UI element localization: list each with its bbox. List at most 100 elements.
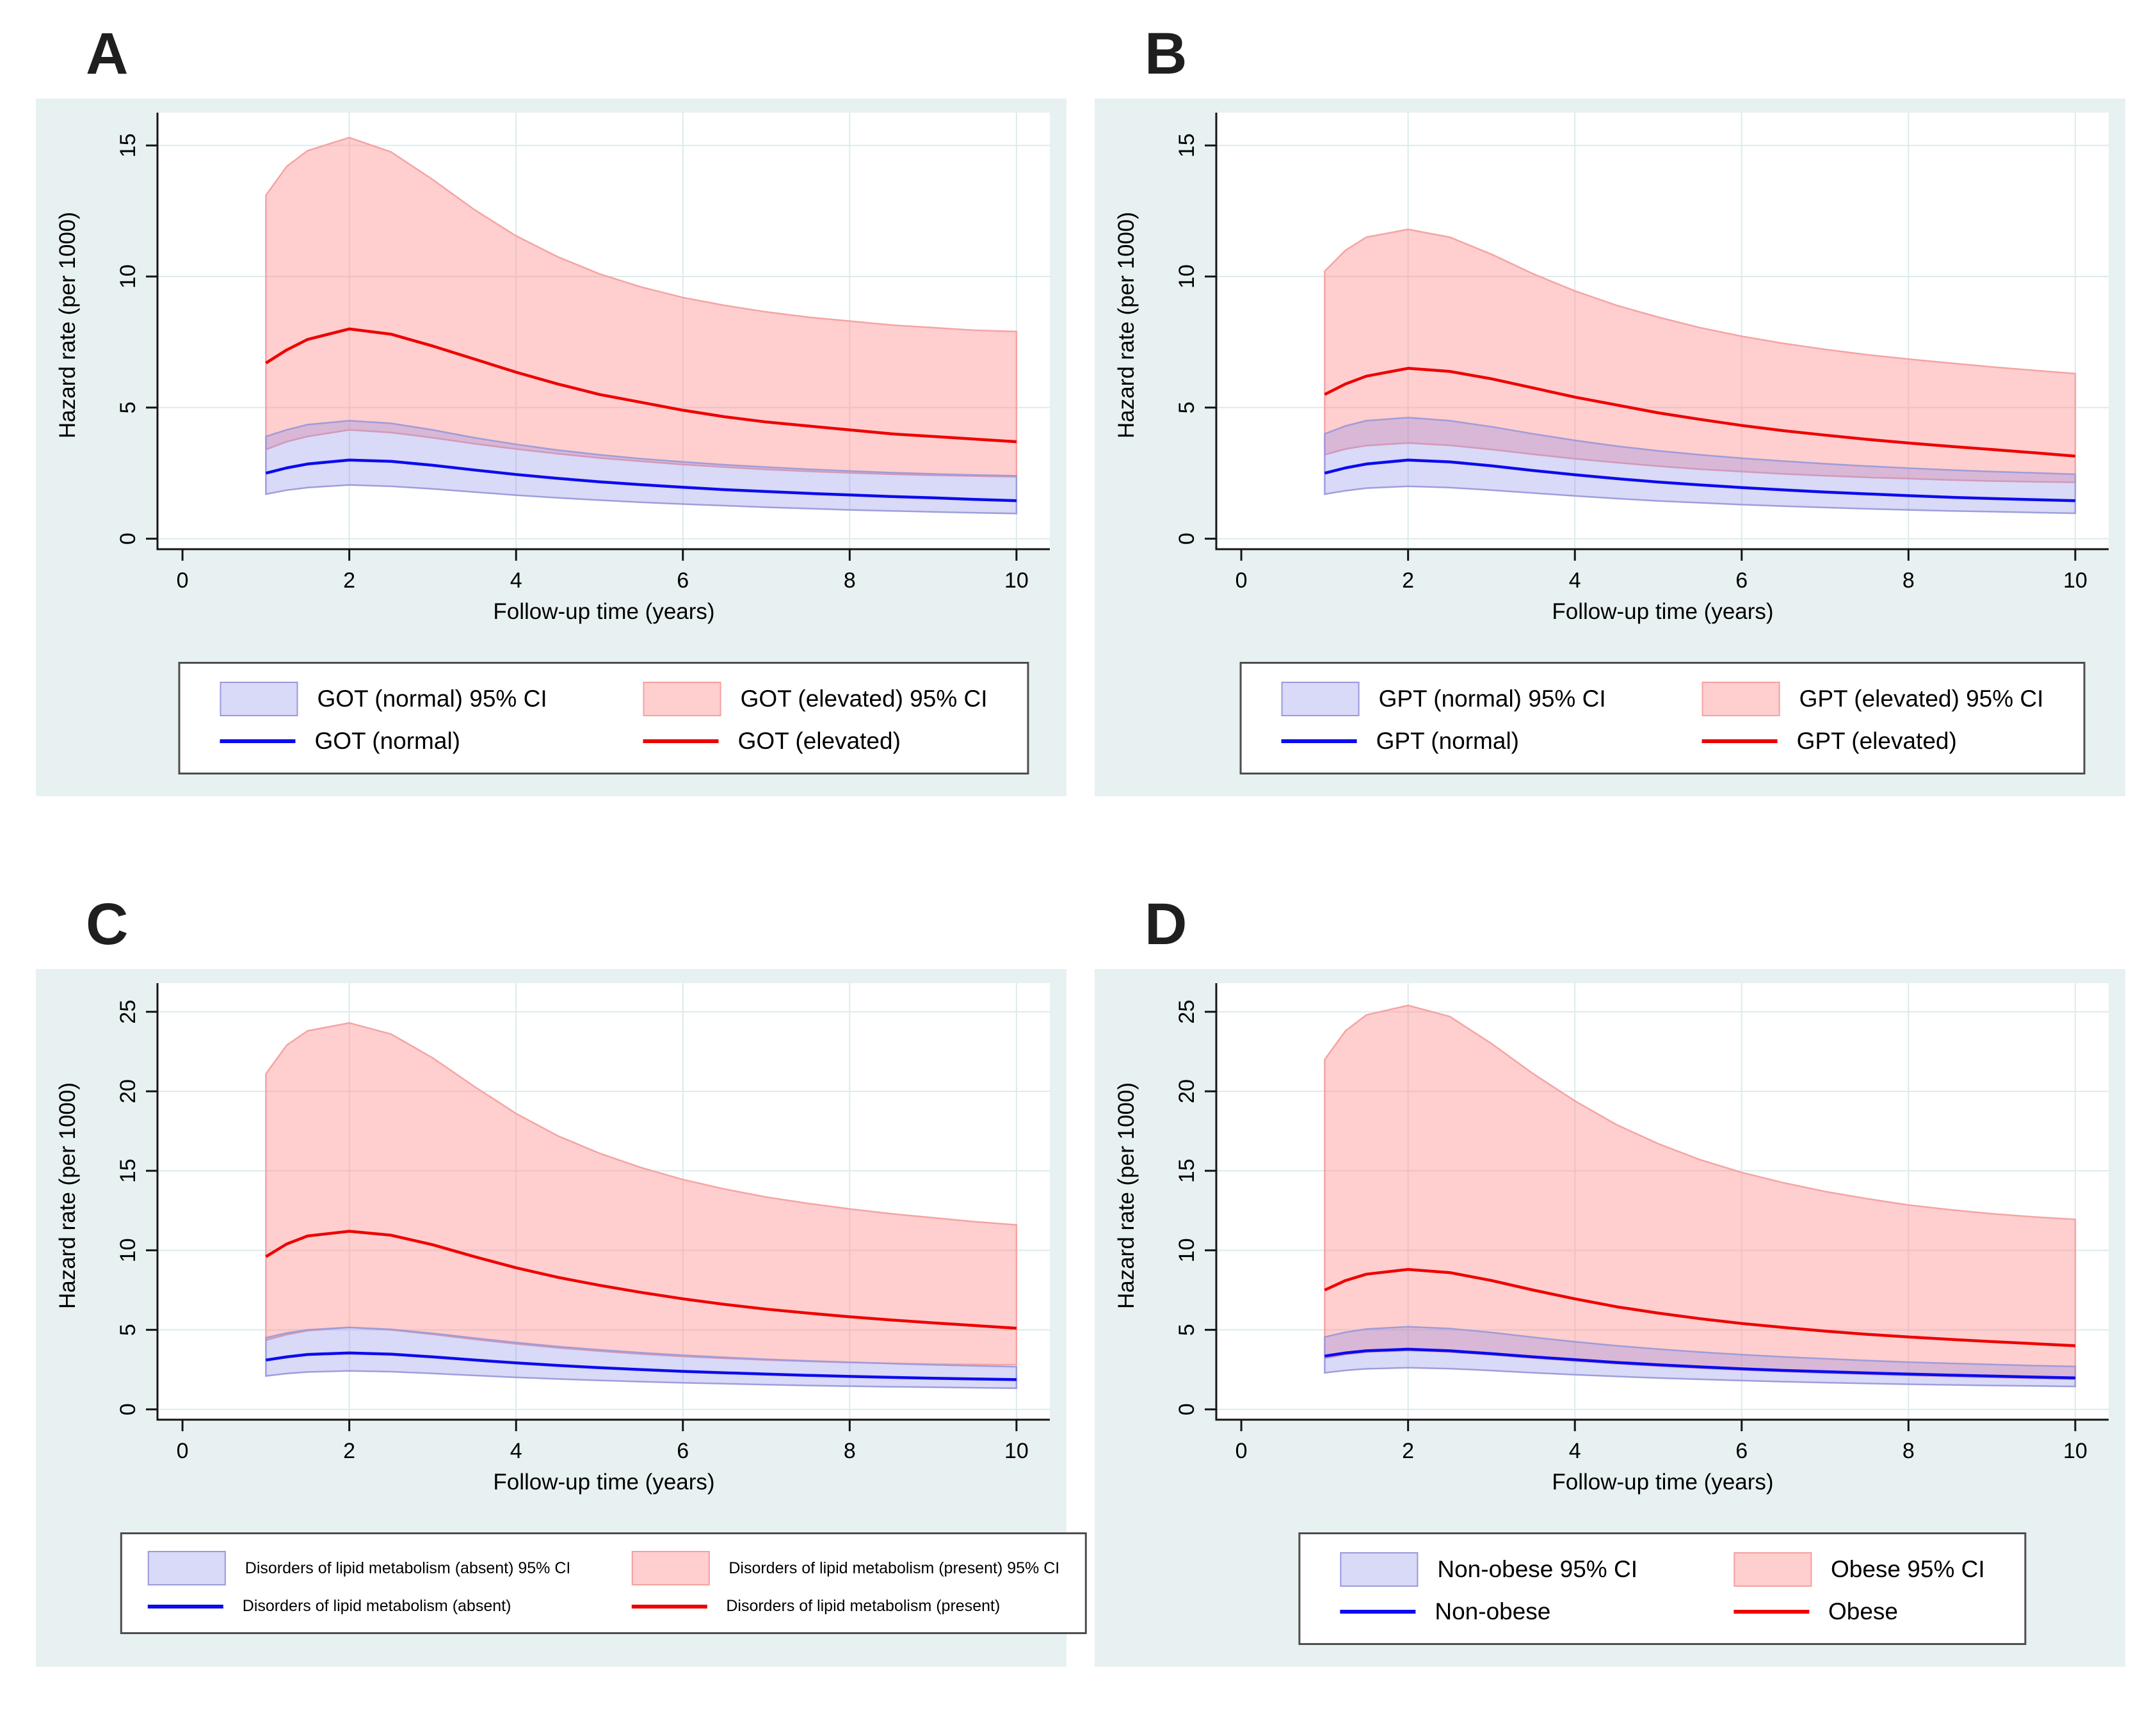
panel-c-legend: Disorders of lipid metabolism (absent) 9… (120, 1532, 1088, 1634)
panel-d-letter: D (1145, 892, 1187, 957)
panel-a-x-axis-title: Follow-up time (years) (493, 599, 715, 624)
hazard-line-blue (1324, 1347, 2075, 1379)
legend-entry-line-red: GOT (elevated) (643, 728, 988, 755)
svg-text:8: 8 (1903, 568, 1915, 593)
legend-entry-ci-red: GPT (elevated) 95% CI (1701, 682, 2044, 716)
svg-text:15: 15 (116, 133, 140, 157)
svg-text:6: 6 (677, 568, 689, 593)
svg-text:0: 0 (1175, 533, 1199, 545)
ci-band-swatch-red-icon (643, 682, 721, 716)
legend-label: Disorders of lipid metabolism (absent) (242, 1597, 511, 1615)
svg-text:4: 4 (510, 1439, 522, 1463)
svg-text:25: 25 (1175, 1000, 1199, 1024)
svg-text:10: 10 (1004, 568, 1029, 593)
svg-text:4: 4 (1569, 568, 1581, 593)
ci-band-blue (265, 1326, 1018, 1390)
svg-text:5: 5 (116, 401, 140, 413)
legend-label: Obese (1828, 1598, 1899, 1625)
line-swatch-blue-icon (220, 739, 296, 743)
panel-c-figure: Hazard rate (per 1000) 0 5 10 15 20 25 0 2 4 6 8 10… (36, 969, 1088, 1667)
svg-text:6: 6 (1735, 1439, 1748, 1463)
svg-text:25: 25 (116, 1000, 140, 1024)
legend-entry-line-red: GPT (elevated) (1701, 728, 2044, 755)
legend-entry-line-blue: GPT (normal) (1281, 728, 1606, 755)
svg-text:8: 8 (844, 1439, 856, 1463)
legend-entry-ci-red: Obese 95% CI (1733, 1552, 1985, 1587)
svg-text:15: 15 (116, 1159, 140, 1183)
legend-label: Disorders of lipid metabolism (absent) 9… (245, 1559, 571, 1577)
legend-entry-line-red: Obese (1733, 1598, 1985, 1625)
legend-label: GOT (normal) (314, 728, 460, 754)
line-swatch-red-icon (631, 1604, 707, 1609)
svg-text:0: 0 (1235, 568, 1248, 593)
panel-c-x-axis-title: Follow-up time (years) (493, 1470, 715, 1495)
svg-text:8: 8 (1903, 1439, 1915, 1463)
svg-text:0: 0 (177, 1439, 189, 1463)
legend-entry-ci-blue: Disorders of lipid metabolism (absent) 9… (147, 1551, 571, 1585)
figure-row-bottom: C Hazard rate (per 1000) 0 5 10 15 20 25 0 2 4 6 8… (36, 879, 2156, 1667)
legend-label: Disorders of lipid metabolism (present) … (728, 1559, 1060, 1577)
legend-label: GPT (normal) (1376, 728, 1519, 754)
legend-label: GPT (normal) 95% CI (1378, 686, 1606, 712)
svg-text:2: 2 (1402, 568, 1414, 593)
ci-band-swatch-blue-icon (1281, 682, 1360, 716)
svg-text:5: 5 (116, 1324, 140, 1336)
hazard-line-blue (265, 458, 1017, 502)
line-swatch-blue-icon (147, 1604, 223, 1609)
svg-text:15: 15 (1175, 133, 1199, 157)
panel-d-plot-area: 0 5 10 15 20 25 0 2 4 6 8 10 (1175, 983, 2109, 1463)
panel-b-figure: Hazard rate (per 1000) 0 5 10 15 0 2 4 6 8 10 Fol… (1095, 99, 2125, 796)
ci-band-swatch-red-icon (1701, 682, 1780, 716)
legend-label: Obese 95% CI (1830, 1556, 1985, 1582)
legend-entry-ci-blue: Non-obese 95% CI (1340, 1552, 1637, 1587)
legend-label: Disorders of lipid metabolism (present) (726, 1597, 1001, 1615)
panel-b-x-axis-title: Follow-up time (years) (1552, 599, 1774, 624)
svg-text:5: 5 (1175, 1324, 1199, 1336)
svg-text:5: 5 (1175, 401, 1199, 413)
legend-label: Non-obese 95% CI (1437, 1556, 1637, 1582)
panel-d-figure: Hazard rate (per 1000) 0 5 10 15 20 25 0 2 4 6 8 10… (1095, 969, 2125, 1667)
legend-label: GOT (elevated) (737, 728, 901, 754)
svg-text:4: 4 (1569, 1439, 1581, 1463)
svg-text:0: 0 (1175, 1403, 1199, 1415)
legend-label: Non-obese (1435, 1598, 1551, 1625)
svg-text:0: 0 (116, 533, 140, 545)
svg-text:10: 10 (2063, 1439, 2088, 1463)
line-swatch-red-icon (1701, 739, 1778, 743)
ci-band-swatch-blue-icon (1340, 1552, 1419, 1587)
legend-label: GPT (elevated) (1796, 728, 1957, 754)
panel-d-x-axis-title: Follow-up time (years) (1552, 1470, 1774, 1495)
svg-text:10: 10 (116, 1238, 140, 1262)
figure-row-top: A Hazard rate (per 1000) 0 5 10 15 0 2 4 6 8 10 F… (36, 9, 2156, 796)
legend-label: GPT (elevated) 95% CI (1799, 686, 2044, 712)
panel-a-figure: Hazard rate (per 1000) 0 5 10 15 0 2 4 6 8 10 Fol… (36, 99, 1066, 796)
ci-band-swatch-blue-icon (220, 682, 298, 716)
line-swatch-blue-icon (1340, 1610, 1416, 1614)
ci-band-red (265, 1022, 1018, 1366)
svg-text:0: 0 (116, 1403, 140, 1415)
svg-text:4: 4 (510, 568, 522, 593)
svg-text:15: 15 (1175, 1159, 1199, 1183)
legend-entry-ci-red: Disorders of lipid metabolism (present) … (631, 1551, 1059, 1585)
legend-entry-line-blue: GOT (normal) (220, 728, 547, 755)
svg-text:10: 10 (1175, 264, 1199, 289)
panel-c-plot-area: 0 5 10 15 20 25 0 2 4 6 8 10 (116, 983, 1050, 1463)
line-swatch-red-icon (1733, 1610, 1809, 1614)
svg-text:0: 0 (1235, 1439, 1248, 1463)
line-swatch-blue-icon (1281, 739, 1357, 743)
svg-text:6: 6 (1735, 568, 1748, 593)
ci-band-blue (1324, 1326, 2077, 1388)
svg-text:10: 10 (1175, 1238, 1199, 1262)
svg-text:10: 10 (1004, 1439, 1029, 1463)
ci-band-swatch-red-icon (631, 1551, 710, 1585)
hazard-line-red (1324, 367, 2076, 458)
panel-a: A Hazard rate (per 1000) 0 5 10 15 0 2 4 6 8 10 F… (36, 9, 1066, 796)
hazard-line-blue (266, 1351, 1017, 1381)
hazard-line-red (265, 327, 1017, 444)
svg-text:10: 10 (2063, 568, 2088, 593)
panel-b-plot-area: 0 5 10 15 0 2 4 6 8 10 (1175, 113, 2109, 593)
panel-c-letter: C (86, 892, 129, 957)
legend-entry-ci-red: GOT (elevated) 95% CI (643, 682, 988, 716)
ci-band-swatch-red-icon (1733, 1552, 1812, 1587)
panel-a-letter: A (86, 21, 129, 86)
